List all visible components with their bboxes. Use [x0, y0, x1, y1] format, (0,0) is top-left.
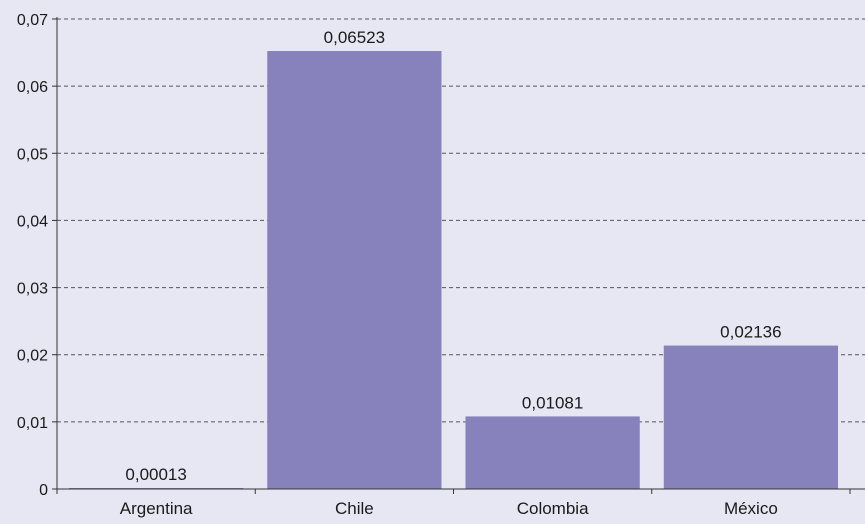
data-label: 0,01081 [522, 393, 583, 412]
y-tick-label: 0,02 [17, 348, 48, 365]
y-tick-label: 0,05 [17, 146, 48, 163]
value-labels: 0,00013 0,06523 0,01081 0,02136 [125, 28, 781, 484]
y-tick-label: 0,03 [17, 281, 48, 298]
y-tick-label: 0,04 [17, 213, 48, 230]
data-label: 0,00013 [125, 465, 186, 484]
bar-mexico [663, 345, 838, 489]
x-tick-label: Colombia [517, 499, 589, 518]
x-tick-label: Argentina [120, 499, 193, 518]
bar-colombia [465, 416, 640, 489]
axes: 0 0,01 0,02 0,03 0,04 0,05 0,06 0,07 Argentina Ch… [17, 12, 865, 518]
y-tick-label: 0,06 [17, 79, 48, 96]
data-label: 0,02136 [720, 323, 781, 342]
y-tick-label: 0,01 [17, 415, 48, 432]
y-tick-label: 0 [39, 482, 48, 499]
x-tick-label: Chile [335, 499, 374, 518]
bar-chile [267, 51, 442, 490]
x-tick-label: México [724, 499, 778, 518]
y-tick-label: 0,07 [17, 12, 48, 29]
bars [69, 51, 838, 490]
data-label: 0,06523 [324, 28, 385, 47]
